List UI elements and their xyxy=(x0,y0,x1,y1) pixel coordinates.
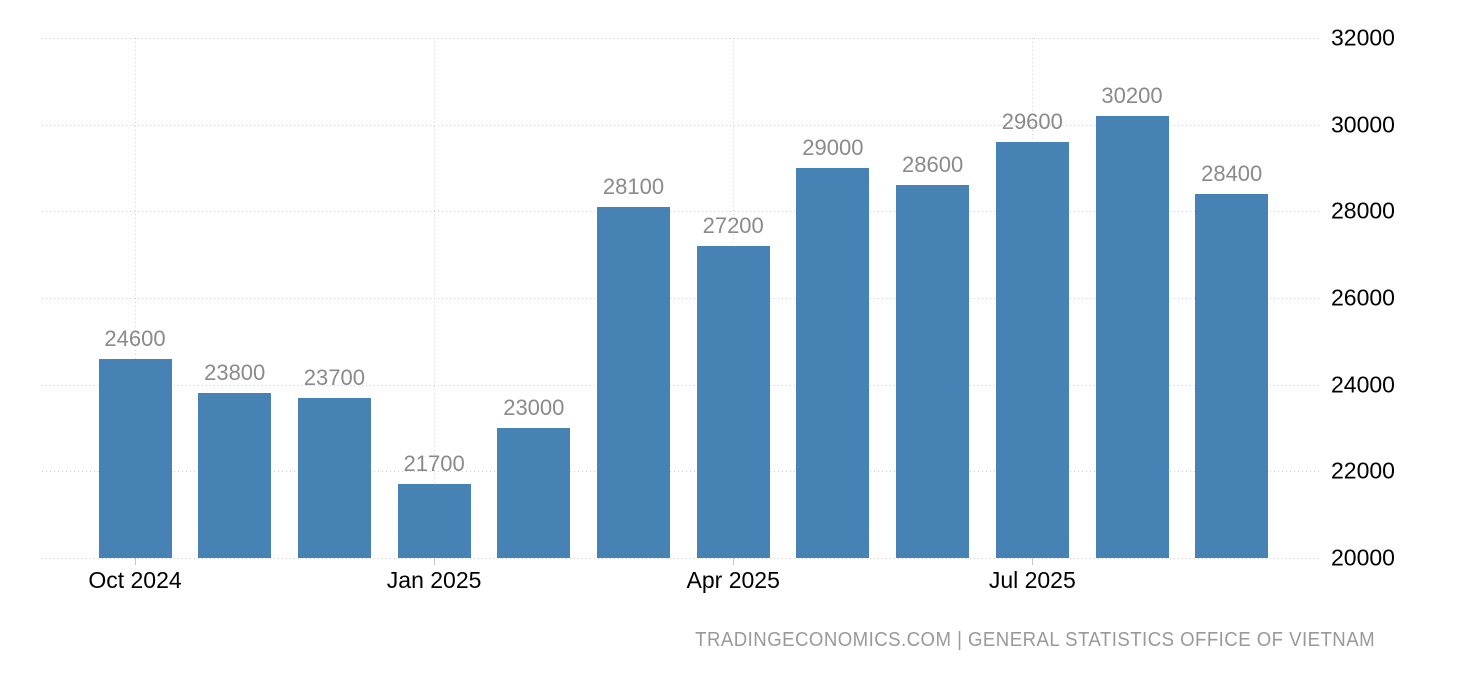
bar-8[interactable] xyxy=(896,185,970,558)
bar-value-label: 23800 xyxy=(204,360,266,386)
y-axis-label: 32000 xyxy=(1331,24,1395,51)
bar-9[interactable] xyxy=(995,142,1069,558)
x-axis-tick xyxy=(1032,558,1034,565)
gridline-horizontal xyxy=(42,38,1320,39)
bar-6[interactable] xyxy=(696,246,770,558)
y-axis-label: 26000 xyxy=(1331,284,1395,311)
gridline-horizontal xyxy=(42,124,1320,126)
bar-value-label: 28400 xyxy=(1201,161,1263,186)
gridline-horizontal xyxy=(42,471,1320,473)
bar-10[interactable] xyxy=(1095,116,1169,558)
bar-value-label: 24600 xyxy=(104,325,166,351)
attribution-text: TRADINGECONOMICS.COM | GENERAL STATISTIC… xyxy=(695,629,1375,651)
bar-2[interactable] xyxy=(297,397,371,558)
x-axis-tick xyxy=(434,558,436,565)
y-axis-label: 20000 xyxy=(1331,544,1395,571)
y-axis-label: 24000 xyxy=(1331,371,1395,398)
gridline-horizontal xyxy=(42,298,1320,299)
gridline-vertical xyxy=(434,38,436,558)
y-axis-label: 28000 xyxy=(1331,197,1395,224)
x-axis-tick xyxy=(135,558,136,565)
y-axis-label: 30000 xyxy=(1331,111,1395,138)
x-axis-label: Jul 2025 xyxy=(988,567,1076,593)
x-axis-tick xyxy=(733,558,735,565)
bar-value-label: 28600 xyxy=(902,152,964,178)
bar-5[interactable] xyxy=(597,207,670,558)
bar-3[interactable] xyxy=(397,484,471,558)
bar-value-label: 29600 xyxy=(1001,109,1063,134)
x-axis-label: Oct 2024 xyxy=(88,567,182,593)
x-axis-label: Jan 2025 xyxy=(386,567,482,593)
bar-11[interactable] xyxy=(1195,194,1269,558)
bar-value-label: 23700 xyxy=(303,364,365,390)
bar-4[interactable] xyxy=(497,428,571,558)
x-axis-label: Apr 2025 xyxy=(686,567,780,593)
bar-value-label: 28100 xyxy=(602,174,665,199)
plot-area: 24600 23800 23700 21700 23000 28100 27200 29000… xyxy=(42,38,1320,559)
bar-value-label: 30200 xyxy=(1101,83,1163,108)
bar-value-label: 21700 xyxy=(403,451,465,477)
gridline-horizontal xyxy=(42,384,1320,386)
bar-7[interactable] xyxy=(796,168,870,558)
gridline-horizontal xyxy=(42,211,1320,213)
gridline-horizontal xyxy=(42,558,1320,559)
y-axis-label: 22000 xyxy=(1331,457,1395,484)
gridline-vertical xyxy=(135,38,136,558)
bar-0[interactable] xyxy=(98,358,172,558)
bar-1[interactable] xyxy=(198,393,272,558)
bar-value-label: 29000 xyxy=(802,135,864,160)
bar-value-label: 23000 xyxy=(503,395,565,420)
bar-value-label: 27200 xyxy=(702,213,764,238)
